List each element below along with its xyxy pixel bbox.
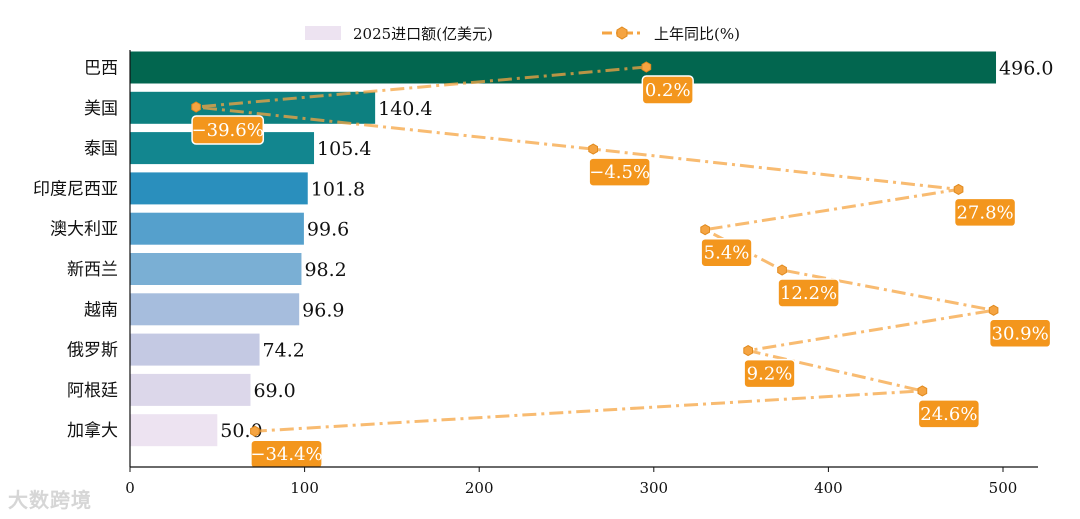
yoy-line-group [191,61,999,437]
yoy-label-box [988,318,1052,349]
yoy-marker [743,345,753,357]
x-tick-label: 0 [125,479,135,497]
yoy-label-box [777,278,840,308]
legend-line-label: 上年同比(%) [654,25,740,43]
bar-value-label: 101.8 [311,178,365,200]
yoy-label-box [953,197,1017,228]
bar-value-label: 98.2 [304,259,346,281]
bar [130,414,218,447]
bar-value-label: 50.0 [220,420,262,442]
yoy-marker [250,425,260,437]
x-tick-label: 200 [465,479,494,497]
yoy-marker [953,183,964,195]
bar-values-group: 496.0 140.4 105.4 101.8 99.6 98.2 96.9 74.2 69.0… [220,58,1053,443]
yoy-label-box [641,75,694,105]
x-tick-label: 400 [814,479,843,497]
category-label: 新西兰 [67,260,118,280]
bar [130,212,304,245]
yoy-label: 12.2% [780,283,837,304]
bar-value-label: 105.4 [317,138,371,160]
yoy-marker [917,385,928,397]
bar-value-label: 496.0 [999,58,1053,80]
bar [130,172,308,205]
watermark: 大数跨境 [8,488,92,512]
yoy-label-box [700,237,753,268]
category-label: 巴西 [84,59,118,79]
category-label: 阿根廷 [67,381,118,401]
category-label: 加拿大 [67,420,118,441]
x-tick-label: 100 [290,479,319,497]
category-label: 澳大利亚 [50,220,118,240]
yoy-label: 27.8% [956,202,1013,223]
yoy-label-box [250,439,323,469]
yoy-marker [777,264,787,276]
yoy-label: 9.2% [747,364,793,385]
category-label: 泰国 [84,139,118,159]
yoy-label: −4.5% [589,162,650,183]
bar [130,333,260,366]
yoy-marker [191,101,201,113]
category-label: 印度尼西亚 [33,179,118,199]
yoy-label-box [588,157,651,187]
bar-value-label: 69.0 [253,380,295,402]
yoy-label: −39.6% [192,120,264,141]
yoy-marker [988,304,999,316]
yoy-label: 0.2% [645,80,691,101]
legend-line-marker [616,26,628,40]
x-tick-label: 500 [989,479,1018,497]
legend: 2025进口额(亿美元) 上年同比(%) [305,25,740,43]
bar [130,293,300,326]
yoy-marker [641,61,652,73]
yoy-label-box [743,358,796,389]
bar-value-label: 96.9 [302,299,344,321]
bar [130,373,251,406]
legend-bar-label: 2025进口额(亿美元) [353,25,493,43]
yoy-marker [588,143,598,155]
yoy-label-box [917,399,981,429]
legend-bar-swatch [305,26,341,40]
category-label: 俄罗斯 [67,341,118,361]
bar-value-label: 99.6 [307,219,349,241]
bar [130,253,302,285]
yoy-label: 24.6% [920,404,977,425]
yoy-label: −34.4% [250,444,322,465]
yoy-label: 5.4% [704,243,750,264]
bar-value-label: 74.2 [263,340,305,362]
yoy-marker [700,224,710,236]
bar [130,51,997,84]
x-axis: 0 100 200 300 400 500 [125,50,1038,497]
category-label: 美国 [84,99,118,119]
x-tick-label: 300 [639,479,668,497]
category-label: 越南 [84,300,118,320]
yoy-labels-group: 0.2% −39.6% −4.5% 27.8% 5.4% 12.2% 30.9% 9.2% 24… [191,75,1052,469]
bar-value-label: 140.4 [378,98,432,120]
yoy-label-box [191,115,265,145]
yoy-label: 30.9% [992,323,1049,344]
